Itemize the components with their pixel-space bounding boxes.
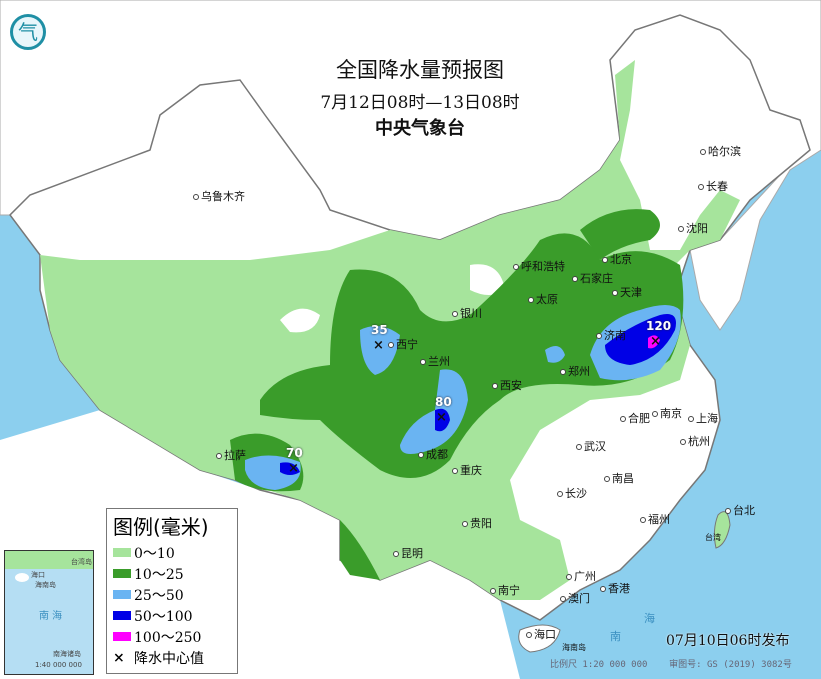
inset-land <box>5 551 93 569</box>
city-label: 长沙 <box>557 485 587 501</box>
rain-50-100 <box>280 462 300 475</box>
city-label: 重庆 <box>452 462 482 478</box>
center-value: 70 <box>286 446 303 460</box>
legend-item: 0～10 <box>113 542 231 563</box>
legend-swatch <box>113 548 131 557</box>
rain-50-100 <box>605 314 676 365</box>
south-china-sea-inset: 海口 海南岛 台湾岛 南 海 南海诸岛 1:40 000 000 <box>4 550 94 675</box>
center-marker: × <box>288 461 299 476</box>
city-label: 南京 <box>652 405 682 421</box>
city-label: 乌鲁木齐 <box>193 188 245 204</box>
city-label: 济南 <box>596 327 626 343</box>
map-number: 审图号: GS (2019) 3082号 <box>669 660 792 670</box>
city-label: 西安 <box>492 377 522 393</box>
city-label: 昆明 <box>393 545 423 561</box>
legend-item: 25～50 <box>113 584 231 605</box>
city-label: 成都 <box>418 446 448 462</box>
city-label: 香港 <box>600 580 630 596</box>
legend-swatch <box>113 611 131 620</box>
legend-title: 图例(毫米) <box>113 515 209 539</box>
place-label: 海南岛 <box>562 643 586 652</box>
legend-label: 100～250 <box>134 629 202 646</box>
legend-label: 10～25 <box>134 566 184 583</box>
inset-label: 台湾岛 <box>71 558 92 566</box>
center-marker: × <box>373 338 384 353</box>
inset-label: 南海诸岛 <box>53 650 81 658</box>
city-label: 西宁 <box>388 336 418 352</box>
city-label: 兰州 <box>420 353 450 369</box>
city-label: 杭州 <box>680 433 710 449</box>
rain-10-25 <box>260 233 684 478</box>
city-label: 呼和浩特 <box>513 258 565 274</box>
city-label: 海口 <box>526 626 556 642</box>
sea-label: 海 <box>644 612 655 625</box>
city-label: 贵阳 <box>462 515 492 531</box>
rain-10-25 <box>580 209 660 260</box>
rain-100-250 <box>648 335 660 349</box>
legend-label: 降水中心值 <box>134 650 204 667</box>
city-label: 福州 <box>640 511 670 527</box>
center-value: 35 <box>371 323 388 337</box>
cross-icon: × <box>113 649 125 666</box>
dry-patch <box>280 308 320 333</box>
inset-scale: 1:40 000 000 <box>35 661 82 669</box>
legend-label: 50～100 <box>134 608 193 625</box>
center-marker: × <box>650 334 661 349</box>
city-label: 澳门 <box>560 590 590 606</box>
inset-label: 南 海 <box>39 611 63 622</box>
cma-logo-icon: 气 <box>10 14 46 50</box>
center-value: 80 <box>435 395 452 409</box>
sea-label: 南 <box>610 630 621 643</box>
city-label: 石家庄 <box>572 270 613 286</box>
city-label: 武汉 <box>576 438 606 454</box>
center-value: 120 <box>646 319 672 333</box>
city-label: 南昌 <box>604 470 634 486</box>
city-label: 郑州 <box>560 363 590 379</box>
legend-swatch <box>113 590 131 599</box>
city-label: 长春 <box>698 178 728 194</box>
rain-50-100 <box>435 408 450 432</box>
legend-label: 0～10 <box>134 545 175 562</box>
legend-item: 100～250 <box>113 626 231 647</box>
scale-text: 比例尺 1:20 000 000 <box>550 660 648 670</box>
rain-25-50 <box>400 369 468 454</box>
rain-10-25 <box>340 520 380 580</box>
legend-item: 50～100 <box>113 605 231 626</box>
legend-swatch <box>113 569 131 578</box>
city-label: 南宁 <box>490 582 520 598</box>
place-label: 台湾 <box>705 533 721 542</box>
legend: 图例(毫米) 0～10 10～25 25～50 50～100 100～250 × 降水中… <box>106 508 238 674</box>
city-label: 上海 <box>688 410 718 426</box>
inset-label: 海口 <box>31 571 45 579</box>
legend-label: 25～50 <box>134 587 184 604</box>
dry-patch <box>470 264 505 295</box>
city-label: 银川 <box>452 305 482 321</box>
legend-swatch <box>113 632 131 641</box>
inset-hainan <box>15 573 29 582</box>
rain-25-50 <box>545 346 565 363</box>
city-label: 天津 <box>612 284 642 300</box>
issue-time: 07月10日06时发布 <box>666 633 790 649</box>
map-title: 全国降水量预报图 <box>336 58 504 82</box>
agency-name: 中央气象台 <box>375 118 465 139</box>
city-label: 合肥 <box>620 410 650 426</box>
scale-and-map-number: 比例尺 1:20 000 000 审图号: GS (2019) 3082号 <box>550 657 792 670</box>
city-label: 太原 <box>528 291 558 307</box>
city-label: 拉萨 <box>216 447 246 463</box>
city-label: 沈阳 <box>678 220 708 236</box>
city-label: 台北 <box>725 502 755 518</box>
city-label: 北京 <box>602 251 632 267</box>
center-marker: × <box>436 410 447 425</box>
inset-label: 海南岛 <box>35 581 56 589</box>
city-label: 广州 <box>566 568 596 584</box>
legend-item-center: × 降水中心值 <box>113 647 231 668</box>
legend-item: 10～25 <box>113 563 231 584</box>
city-label: 哈尔滨 <box>700 143 741 159</box>
forecast-period: 7月12日08时—13日08时 <box>320 93 520 113</box>
